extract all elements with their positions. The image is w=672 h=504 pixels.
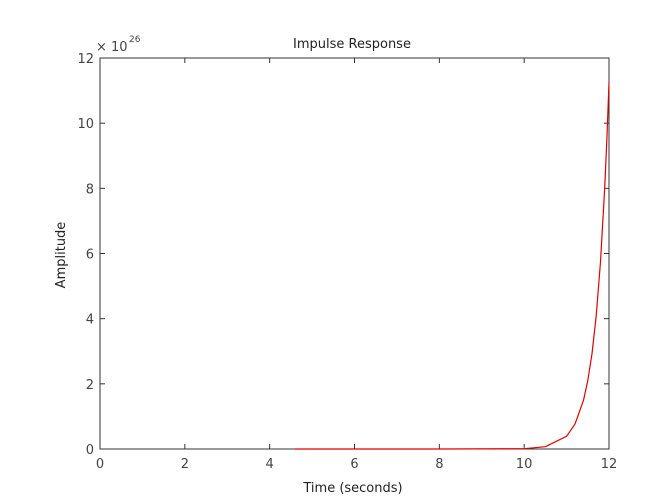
x-tick-label: 12 xyxy=(601,457,618,472)
y-tick-label: 0 xyxy=(86,443,94,458)
y-axis-label: Amplitude xyxy=(54,222,69,289)
x-tick-label: 4 xyxy=(266,457,274,472)
y-tick-label: 4 xyxy=(86,313,94,328)
y-tick-label: 12 xyxy=(77,52,94,67)
y-tick-label: 10 xyxy=(77,117,94,132)
y-multiplier-base: × 10 xyxy=(96,40,128,55)
x-axis-label: Time (seconds) xyxy=(302,481,402,496)
y-tick-label: 6 xyxy=(86,248,94,263)
y-multiplier-power: 26 xyxy=(129,35,141,45)
chart-title: Impulse Response xyxy=(293,37,411,52)
y-tick-label: 8 xyxy=(86,182,94,197)
line-series xyxy=(295,82,610,450)
x-tick-label: 0 xyxy=(96,457,104,472)
x-tick-label: 6 xyxy=(350,457,358,472)
y-tick-label: 2 xyxy=(86,378,94,393)
x-tick-label: 10 xyxy=(516,457,533,472)
x-tick-label: 8 xyxy=(435,457,443,472)
x-tick-label: 2 xyxy=(181,457,189,472)
